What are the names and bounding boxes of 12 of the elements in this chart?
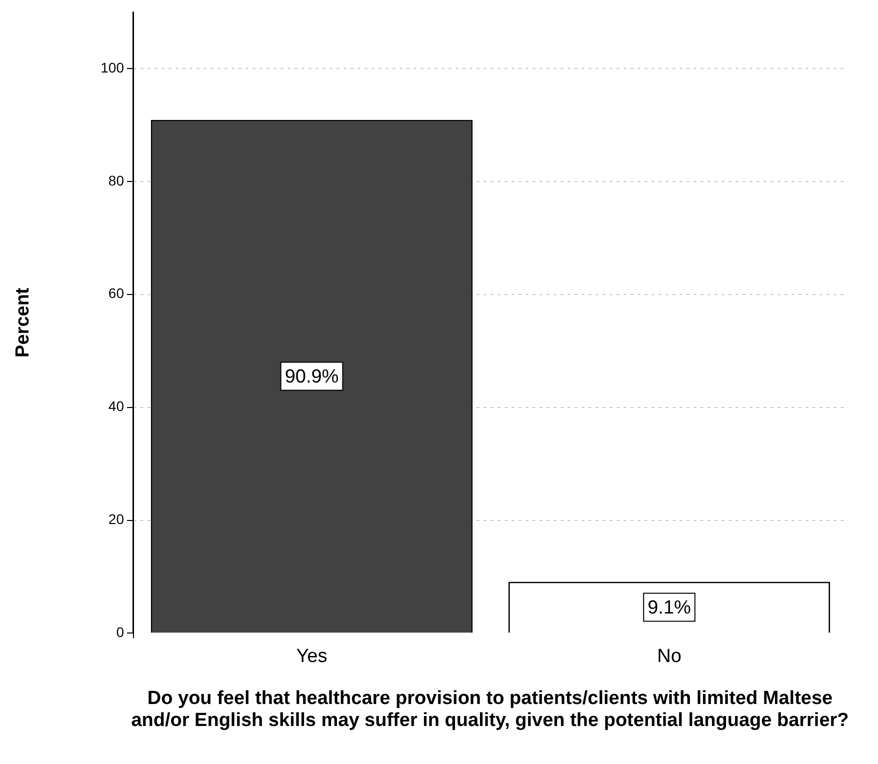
y-axis-title: Percent	[12, 287, 34, 358]
data-label: 90.9%	[284, 366, 339, 388]
x-tick-label: Yes	[296, 646, 328, 667]
y-tick-label: 100	[100, 59, 124, 76]
y-tick-label: 20	[108, 511, 124, 528]
y-tick-label: 40	[108, 398, 124, 414]
x-axis-title: Do you feel that healthcare provision to patients/clients with limited Maltese and/or English skills may suffer in quality, given the potential language barrier?	[130, 688, 850, 732]
y-tick-label: 0	[116, 624, 124, 640]
x-tick-label: No	[657, 646, 682, 667]
y-tick-label: 60	[108, 285, 124, 302]
y-tick-label: 80	[108, 172, 124, 188]
data-label: 9.1%	[648, 597, 692, 618]
